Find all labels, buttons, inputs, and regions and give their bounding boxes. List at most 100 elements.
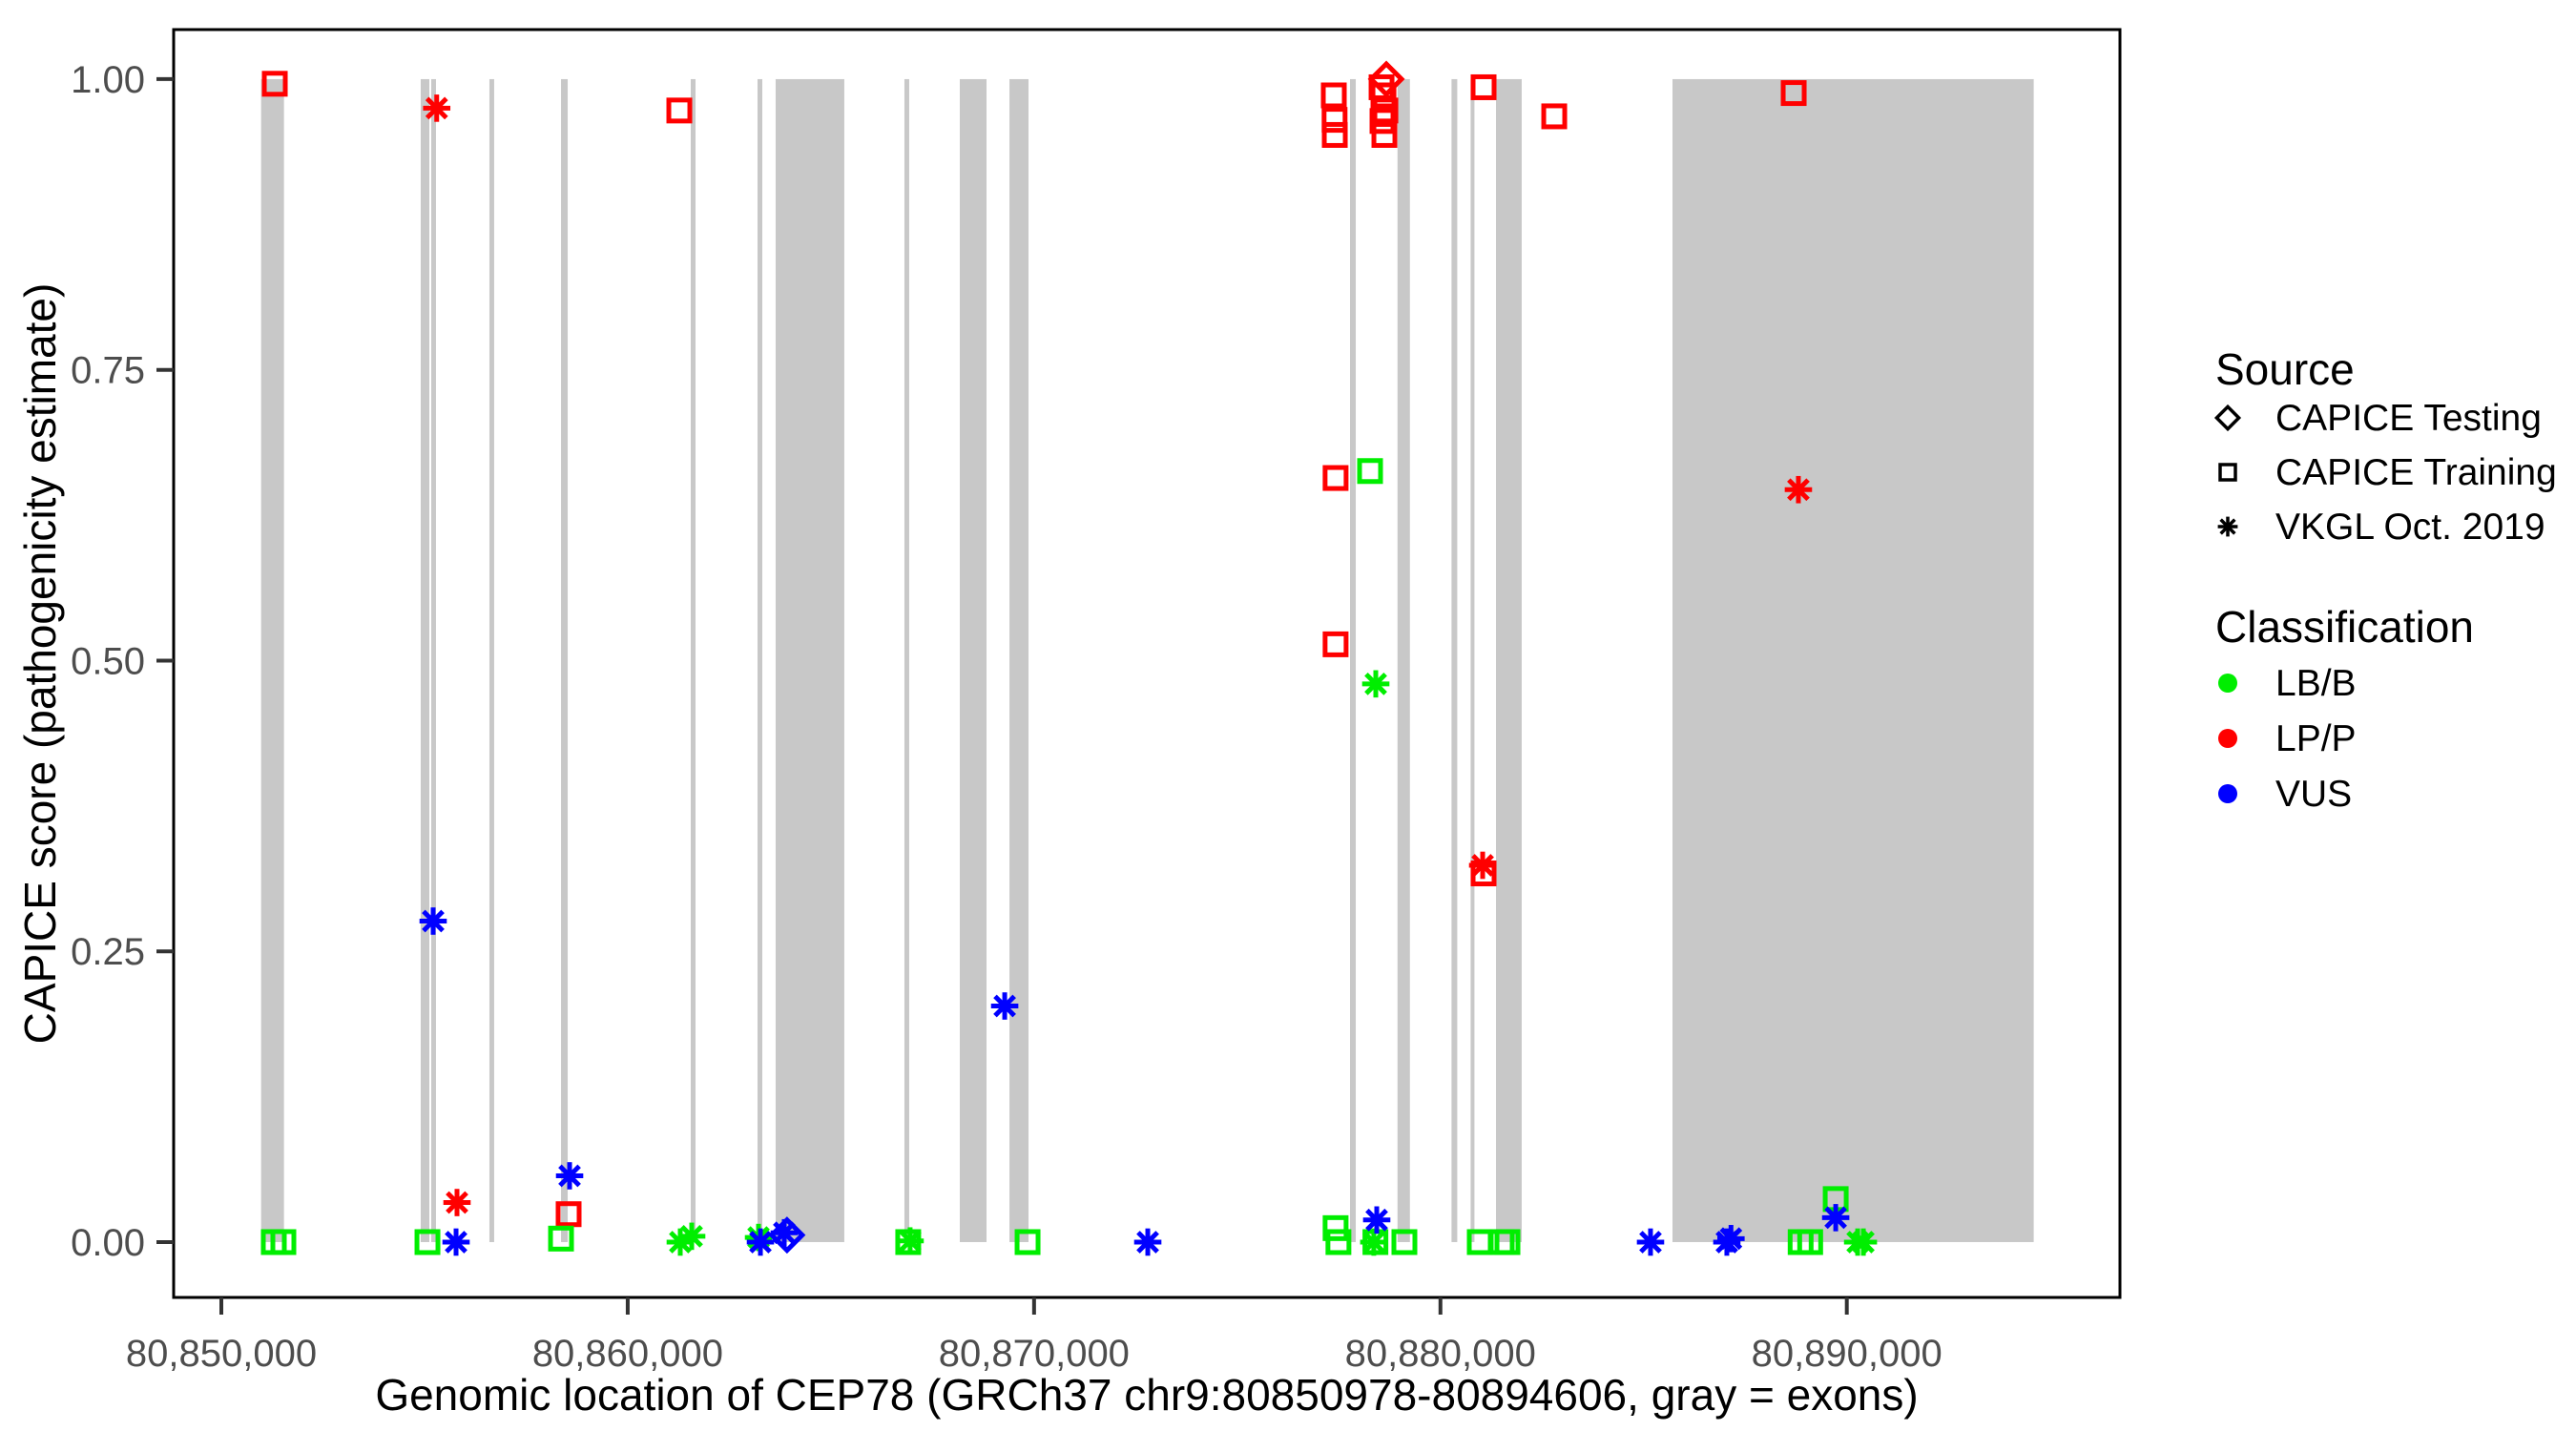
legend-classification-item: VUS xyxy=(2218,774,2352,815)
data-point-square xyxy=(261,71,288,97)
asterisk-spoke xyxy=(445,1231,467,1254)
data-point-asterisk xyxy=(990,992,1019,1020)
data-point-asterisk xyxy=(1133,1228,1162,1256)
legend-classification-item-label: LP/P xyxy=(2275,718,2357,759)
x-tick-label: 80,870,000 xyxy=(939,1333,1130,1375)
x-tick-label: 80,860,000 xyxy=(532,1333,723,1375)
asterisk-spoke xyxy=(1824,1206,1847,1230)
legend-classification-title: Classification xyxy=(2215,602,2474,652)
data-point-asterisk xyxy=(1717,1225,1745,1253)
legend-source-item: CAPICE Testing xyxy=(2213,398,2542,439)
data-point-square xyxy=(270,1229,297,1255)
data-point-square xyxy=(1322,465,1349,491)
legend-color-dot xyxy=(2218,784,2237,803)
asterisk-spoke xyxy=(1719,1227,1743,1251)
y-tick-label: 0.00 xyxy=(71,1222,145,1264)
legend-classification-items: LB/B LP/P VUS xyxy=(2218,663,2357,815)
x-tick-label: 80,850,000 xyxy=(126,1333,317,1375)
asterisk-spoke xyxy=(993,994,1016,1018)
data-point-square xyxy=(2218,463,2237,482)
exon-band xyxy=(1397,78,1410,1242)
data-point-square xyxy=(1494,1229,1521,1255)
exon-band xyxy=(775,78,844,1242)
exon-band xyxy=(904,78,909,1242)
asterisk-spoke xyxy=(422,909,445,933)
legend: Source CAPICE Testing CAPICE Training VKGL… xyxy=(2213,344,2557,815)
data-point-square xyxy=(1325,1229,1352,1255)
data-point-asterisk xyxy=(442,1228,470,1256)
data-point-square xyxy=(1470,861,1497,887)
exon-band xyxy=(1350,78,1357,1242)
legend-source-item-label: CAPICE Testing xyxy=(2275,398,2542,439)
exon-band xyxy=(1495,78,1522,1242)
data-point-square xyxy=(414,1229,441,1255)
asterisk-spoke xyxy=(1852,1231,1875,1254)
data-point-asterisk xyxy=(419,907,447,935)
y-tick-label: 0.50 xyxy=(71,640,145,682)
x-tick-label: 80,880,000 xyxy=(1345,1333,1536,1375)
exon-band xyxy=(260,78,284,1242)
asterisk-spoke xyxy=(1639,1231,1662,1254)
legend-classification-item: LB/B xyxy=(2218,663,2357,704)
asterisk-spoke xyxy=(1787,478,1810,502)
data-point-asterisk xyxy=(1849,1228,1878,1256)
asterisk-spoke xyxy=(425,96,448,120)
asterisk-spoke xyxy=(1365,1208,1388,1232)
data-point-diamond xyxy=(2213,404,2242,432)
legend-color-dot xyxy=(2218,729,2237,748)
asterisk-spoke xyxy=(446,1191,468,1214)
data-point-asterisk xyxy=(677,1222,706,1251)
data-point-square xyxy=(666,97,693,124)
data-point-square xyxy=(1370,82,1397,109)
data-point-square xyxy=(1371,121,1398,148)
legend-source-item: VKGL Oct. 2019 xyxy=(2217,507,2545,548)
data-point-square xyxy=(1369,108,1396,135)
data-point-asterisk xyxy=(1360,1228,1388,1256)
exon-band xyxy=(430,78,436,1242)
data-point-asterisk xyxy=(1362,1206,1391,1234)
data-point-asterisk xyxy=(1361,670,1390,698)
data-point-asterisk xyxy=(423,94,451,122)
data-point-asterisk xyxy=(1821,1204,1850,1232)
exon-band xyxy=(1451,78,1458,1242)
exon-band xyxy=(561,78,569,1242)
legend-source-items: CAPICE Testing CAPICE Training VKGL Oct. 2… xyxy=(2213,398,2557,548)
exon-band xyxy=(488,78,494,1242)
data-point-asterisk xyxy=(896,1227,924,1255)
exon-band xyxy=(959,78,987,1242)
exon-band xyxy=(420,78,429,1242)
data-point-square xyxy=(1322,1214,1349,1241)
data-point-square xyxy=(1470,73,1497,100)
exon-band xyxy=(757,78,762,1242)
legend-source-item: CAPICE Training xyxy=(2218,452,2557,493)
asterisk-spoke xyxy=(2219,518,2236,535)
legend-classification-item: LP/P xyxy=(2218,718,2357,759)
asterisk-spoke xyxy=(749,1231,772,1254)
data-point-square xyxy=(555,1201,582,1228)
data-point-asterisk xyxy=(1636,1228,1665,1256)
data-point-asterisk xyxy=(2217,516,2238,537)
legend-source-item-label: CAPICE Training xyxy=(2275,452,2557,493)
data-point-square xyxy=(1797,1229,1823,1255)
exon-band xyxy=(1009,78,1029,1242)
y-tick-label: 1.00 xyxy=(71,59,145,101)
exon-bands xyxy=(260,78,2034,1242)
data-point-square xyxy=(1321,121,1348,148)
legend-source-title: Source xyxy=(2215,344,2355,394)
data-point-asterisk xyxy=(1784,475,1813,504)
data-point-diamond xyxy=(768,1216,806,1255)
asterisk-spoke xyxy=(899,1229,922,1253)
exon-band xyxy=(1672,78,2034,1242)
data-point-asterisk xyxy=(443,1189,471,1216)
data-point-square xyxy=(1391,1229,1418,1255)
data-point-square xyxy=(1014,1229,1041,1255)
asterisk-spoke xyxy=(1136,1231,1159,1254)
data-point-asterisk xyxy=(746,1228,775,1256)
legend-color-dot xyxy=(2218,674,2237,693)
data-points xyxy=(260,60,1878,1256)
legend-source-item-label: VKGL Oct. 2019 xyxy=(2275,507,2545,548)
legend-classification-item-label: VUS xyxy=(2275,774,2352,815)
data-point-square xyxy=(548,1225,574,1252)
data-point-square xyxy=(1357,458,1383,485)
